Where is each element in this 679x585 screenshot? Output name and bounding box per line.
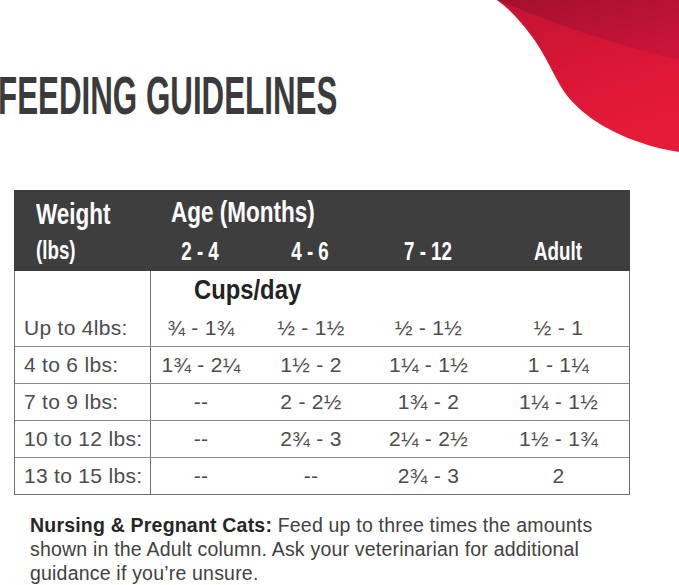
value-cell: 1 - 1¼ [486, 353, 631, 377]
value-cell: ½ - 1 [486, 316, 631, 340]
value-cell: 1¾ - 2 [371, 390, 486, 414]
table-row: 13 to 15 lbs: -- -- 2¾ - 3 2 [15, 457, 629, 494]
value-cell: 2 [486, 464, 631, 488]
value-cell: 1½ - 2 [251, 353, 371, 377]
value-cell: -- [151, 427, 251, 451]
header-weight-label: Weight [36, 197, 111, 231]
value-cell: 1¼ - 1½ [371, 353, 486, 377]
value-cell: 2 - 2½ [251, 390, 371, 414]
column-header-adult: Adult [485, 237, 630, 265]
column-header-7-12: 7 - 12 [370, 237, 485, 265]
table-row: 4 to 6 lbs: 1¾ - 2¼ 1½ - 2 1¼ - 1½ 1 - 1… [15, 346, 629, 383]
value-cell: ½ - 1½ [251, 316, 371, 340]
feeding-guidelines-page: FEEDING GUIDELINES Weight (lbs) Age (Mon… [0, 0, 679, 585]
units-row: Cups/day [15, 271, 629, 309]
value-cell: -- [151, 390, 251, 414]
header-age-columns: 2 - 4 4 - 6 7 - 12 Adult [150, 237, 630, 265]
value-cell: -- [151, 464, 251, 488]
table-row: Up to 4lbs: ¾ - 1¾ ½ - 1½ ½ - 1½ ½ - 1 [15, 309, 629, 346]
weight-cell: 13 to 15 lbs: [15, 458, 151, 494]
weight-cell: 4 to 6 lbs: [15, 347, 151, 383]
page-title: FEEDING GUIDELINES [0, 68, 337, 122]
column-header-2-4: 2 - 4 [150, 237, 250, 265]
value-cell: 1½ - 1¾ [486, 427, 631, 451]
nursing-note: Nursing & Pregnant Cats: Feed up to thre… [30, 513, 638, 585]
value-cell: 1¾ - 2¼ [151, 353, 251, 377]
value-cell: 1¼ - 1½ [486, 390, 631, 414]
table-body: Cups/day Up to 4lbs: ¾ - 1¾ ½ - 1½ ½ - 1… [14, 271, 630, 495]
units-label: Cups/day [151, 271, 629, 309]
nursing-note-label: Nursing & Pregnant Cats: [30, 514, 272, 536]
table-row: 7 to 9 lbs: -- 2 - 2½ 1¾ - 2 1¼ - 1½ [15, 383, 629, 420]
weight-cell: Up to 4lbs: [15, 309, 151, 346]
weight-cell: 7 to 9 lbs: [15, 384, 151, 420]
header-age-label: Age (Months) [171, 195, 315, 229]
table-row: 10 to 12 lbs: -- 2¾ - 3 2¼ - 2½ 1½ - 1¾ [15, 420, 629, 457]
value-cell: -- [251, 464, 371, 488]
column-header-4-6: 4 - 6 [250, 237, 370, 265]
value-cell: ¾ - 1¾ [151, 316, 251, 340]
value-cell: 2¼ - 2½ [371, 427, 486, 451]
value-cell: 2¾ - 3 [251, 427, 371, 451]
value-cell: 2¾ - 3 [371, 464, 486, 488]
red-wave-decoration [489, 0, 679, 158]
weight-cell: 10 to 12 lbs: [15, 421, 151, 457]
feeding-table: Weight (lbs) Age (Months) 2 - 4 4 - 6 7 … [14, 190, 630, 495]
value-cell: ½ - 1½ [371, 316, 486, 340]
table-header: Weight (lbs) Age (Months) 2 - 4 4 - 6 7 … [14, 190, 630, 271]
units-row-spacer [15, 271, 151, 309]
header-weight-unit: (lbs) [36, 236, 76, 265]
